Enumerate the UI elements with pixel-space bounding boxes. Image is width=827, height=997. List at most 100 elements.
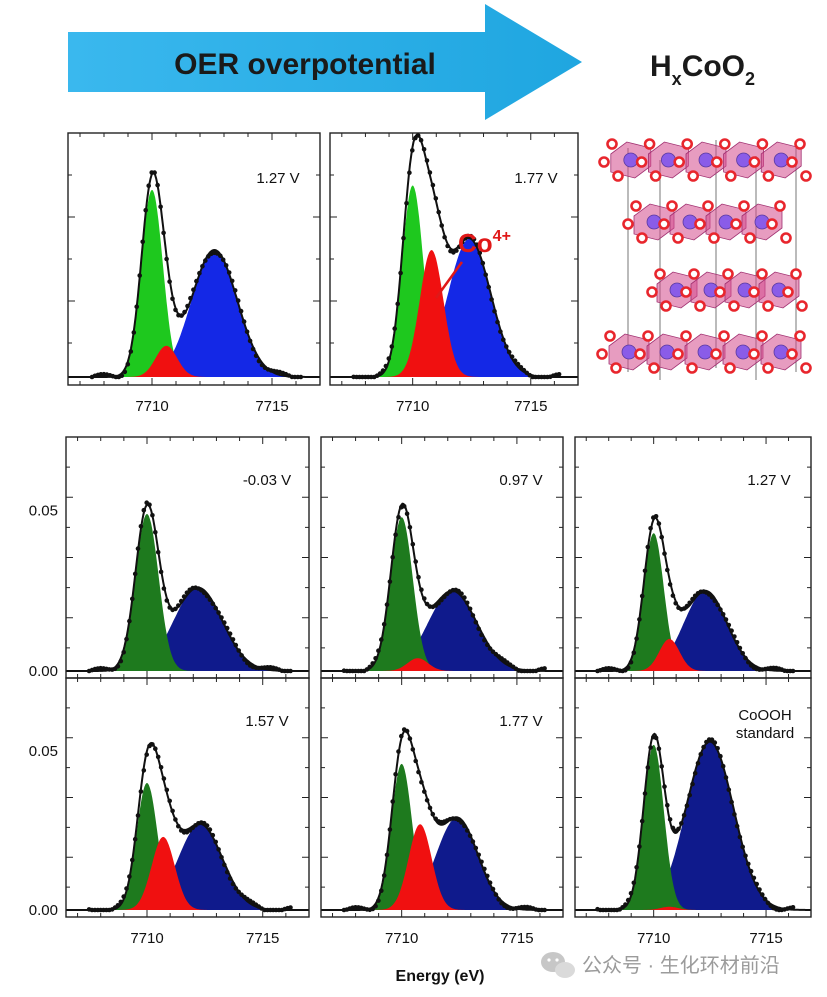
data-point [743,655,748,661]
data-point [492,309,497,314]
data-point [181,594,187,599]
data-point [415,133,421,138]
oxygen-atom [748,156,761,168]
formula-title: HxCoO2 [650,50,755,89]
data-point [726,787,732,792]
data-point [220,257,226,263]
co4-label: Co4+ [458,228,511,258]
data-point [662,551,667,556]
data-point [223,263,229,268]
panel-label: 1.57 V [245,713,288,730]
data-point [439,223,445,228]
data-point [483,272,489,278]
data-point [210,832,216,838]
oxygen-atom [786,156,798,168]
data-point [404,511,410,516]
data-point [706,592,712,597]
data-point [416,574,421,580]
data-point [715,746,720,751]
data-point [393,532,398,537]
data-point [242,657,247,662]
data-point [442,234,447,240]
data-point [542,907,547,913]
data-point [718,753,723,759]
oxygen-atom [622,218,634,230]
x-tick-label: 7710 [396,398,429,415]
data-point [422,789,427,794]
oxygen-atom [718,138,731,150]
panel-label: -0.03 V [243,472,291,489]
data-point [518,365,524,370]
data-point [153,746,158,751]
data-point [179,313,184,318]
x-axis-label: Energy (eV) [396,968,485,985]
plot-area [330,133,578,380]
x-tick-label: 7710 [135,398,168,415]
data-point [298,374,304,380]
data-point [476,626,482,632]
data-point [637,844,642,849]
data-point [709,595,715,600]
data-point [207,597,213,602]
data-point [489,297,494,302]
data-point [233,886,239,891]
data-point [433,196,439,201]
data-points [341,504,547,674]
data-point [418,137,424,143]
data-point [698,752,704,757]
oxygen-atom [724,362,736,374]
peak-blue [321,590,563,671]
data-point [462,823,467,829]
data-point [665,567,670,573]
data-point [115,903,121,908]
crystal-structure [596,138,812,380]
data-point [631,880,637,886]
data-point [746,659,751,665]
plot-area [321,502,563,674]
coo2-layer [596,330,812,374]
data-point [496,897,502,902]
data-point [367,664,373,670]
data-point [125,362,131,367]
cobalt-atom [659,344,675,360]
data-point [131,330,137,335]
oxygen-atom [642,330,654,342]
panel-label: 0.97 V [499,472,542,489]
data-point [138,524,144,529]
data-point [135,546,141,551]
data-point [150,513,155,518]
peak-blue [575,741,811,910]
oxygen-atom [612,170,624,182]
oxygen-atom [800,170,812,182]
data-point [230,881,236,887]
data-point [130,857,135,863]
data-point [219,615,224,620]
data-point [436,600,441,606]
data-point [373,904,378,909]
data-point [381,873,387,878]
panel-label: 1.77 V [514,170,557,187]
data-point [396,514,401,520]
data-point [628,891,634,896]
data-point [210,601,216,607]
data-points [351,133,562,380]
data-point [173,307,178,313]
data-point [430,182,436,188]
data-points [595,514,796,674]
data-point [498,329,503,334]
oxygen-atom [790,268,802,280]
panel-label: 1.77 V [499,713,542,730]
x-tick-label: 7715 [255,398,288,415]
data-point [185,303,190,309]
data-point [404,728,410,734]
oxygen-atom [786,348,798,360]
data-point [754,881,759,887]
data-point [173,606,178,612]
data-point [695,760,701,766]
data-point [395,301,401,307]
data-point [138,789,144,794]
axis-ticks [321,678,563,917]
data-point [467,833,473,838]
data-point [625,665,631,670]
axis-ticks [330,133,578,385]
